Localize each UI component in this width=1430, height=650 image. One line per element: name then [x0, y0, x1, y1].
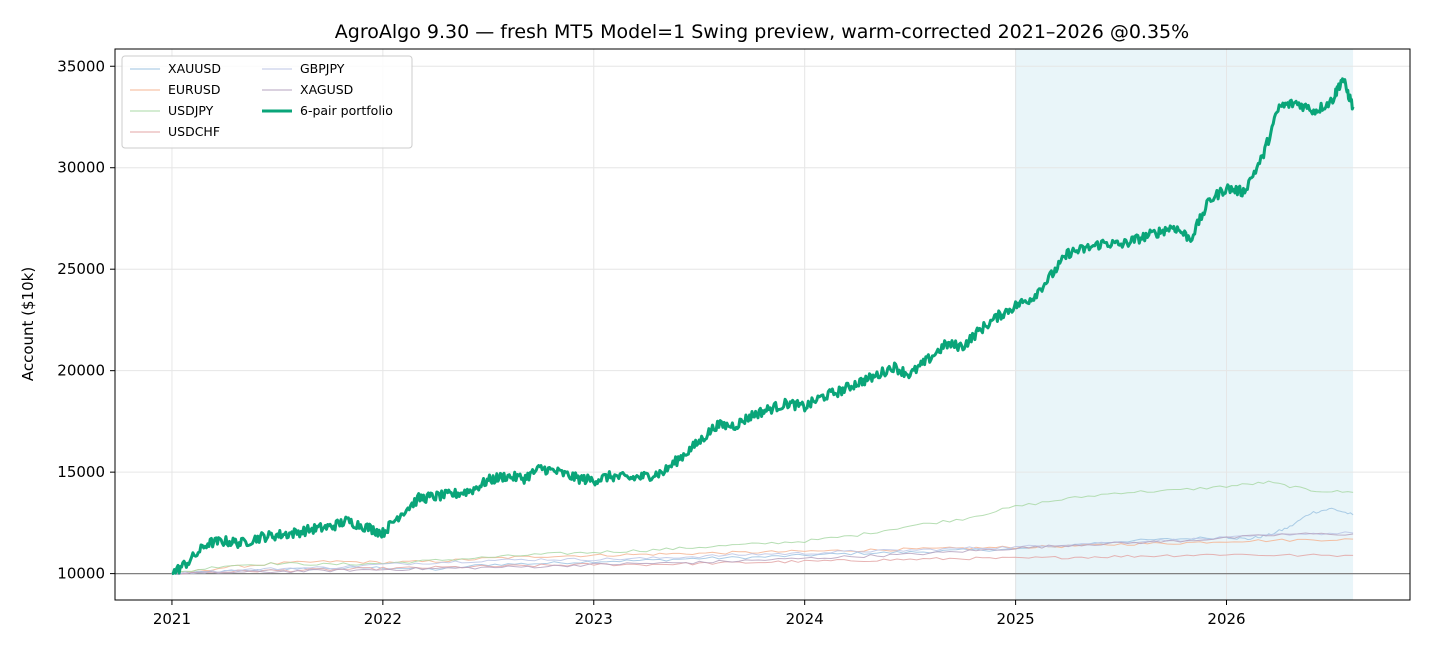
legend-label: XAGUSD: [300, 82, 353, 97]
series-line-usdchf: [171, 553, 1354, 575]
y-tick-label: 15000: [57, 463, 105, 481]
y-tick-label: 10000: [57, 565, 105, 583]
legend-label: GBPJPY: [300, 61, 345, 76]
y-tick-label: 20000: [57, 362, 105, 380]
legend-box: [121, 55, 413, 149]
shaded-region: [1015, 49, 1354, 600]
y-tick-label: 25000: [57, 260, 105, 278]
y-tick-label: 30000: [57, 159, 105, 177]
x-tick-label: 2022: [364, 610, 402, 628]
legend: XAUUSD EURUSD USDJPY USDCHF GBPJPY XAGUSD 6-pa…: [121, 55, 413, 149]
x-tick-label: 2021: [153, 610, 191, 628]
legend-label: USDCHF: [168, 124, 220, 139]
legend-label: USDJPY: [168, 103, 214, 118]
series-line-gbpjpy: [171, 531, 1354, 576]
series-line-xagusd: [171, 532, 1354, 575]
legend-label: EURUSD: [168, 82, 220, 97]
shaded-region-layer: [1015, 49, 1354, 600]
legend-label: XAUUSD: [168, 61, 221, 76]
y-axis: 10000 15000 20000 25000 30000 35000: [57, 57, 115, 583]
x-tick-label: 2025: [997, 610, 1035, 628]
y-tick-label: 35000: [57, 57, 105, 75]
series-layer: [171, 77, 1355, 576]
chart-title: AgroAlgo 9.30 — fresh MT5 Model=1 Swing …: [335, 21, 1189, 43]
x-axis: 2021 2022 2023 2024 2025 2026: [153, 600, 1246, 628]
y-axis-label: Account ($10k): [19, 267, 37, 381]
x-tick-label: 2023: [575, 610, 613, 628]
x-tick-label: 2026: [1207, 610, 1245, 628]
plot-frame: [114, 48, 1411, 601]
series-line-usdjpy: [171, 480, 1354, 575]
legend-label: 6-pair portfolio: [300, 103, 393, 118]
x-tick-label: 2024: [786, 610, 824, 628]
series-line-6-pair-portfolio: [171, 77, 1355, 576]
